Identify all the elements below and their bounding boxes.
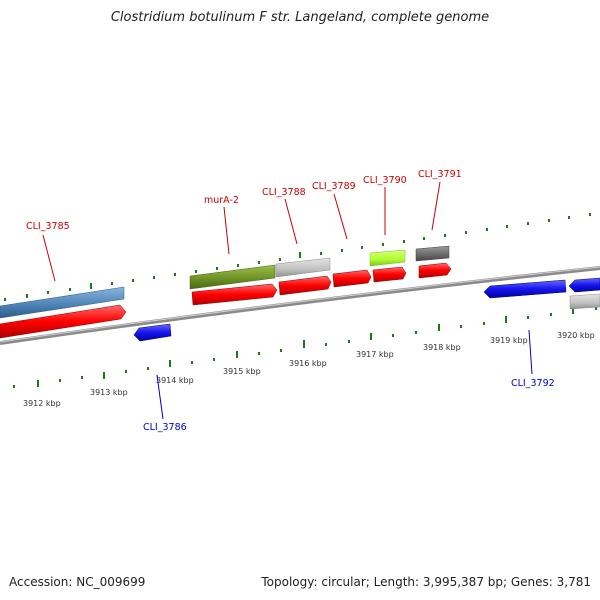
scale-label-3919: 3919 kbp bbox=[490, 336, 528, 345]
leader-cli-3788 bbox=[284, 198, 298, 245]
scale-label-3913: 3913 kbp bbox=[90, 388, 128, 397]
leader-cli-3791 bbox=[431, 181, 441, 231]
gene-label-cli-3785: CLI_3785 bbox=[26, 221, 70, 232]
gene-label-cli-3792: CLI_3792 bbox=[511, 378, 555, 389]
leader-cli-3792 bbox=[528, 329, 533, 375]
scale-label-3912: 3912 kbp bbox=[23, 399, 61, 408]
feature-bar-right bbox=[569, 293, 600, 310]
leader-cli-3789 bbox=[333, 193, 348, 240]
gene-mura-2 bbox=[191, 283, 278, 306]
gene-cli-3789 bbox=[332, 269, 372, 288]
lower-tick-row bbox=[13, 307, 597, 388]
upper-tick-row bbox=[4, 213, 591, 301]
accession-text: Accession: NC_009699 bbox=[9, 575, 146, 589]
gene-label-cli-3791: CLI_3791 bbox=[418, 169, 462, 180]
genome-backbone bbox=[0, 266, 600, 345]
gene-cli-3790 bbox=[372, 266, 407, 283]
gene-label-cli-3789: CLI_3789 bbox=[312, 181, 356, 192]
scale-label-3916: 3916 kbp bbox=[289, 359, 327, 368]
feature-bar-cli-3790 bbox=[369, 249, 406, 267]
gene-cli-3788 bbox=[278, 275, 332, 296]
feature-bar-cli-3791 bbox=[415, 245, 450, 262]
gene-cli-3786 bbox=[133, 323, 172, 342]
gene-label-cli-3790: CLI_3790 bbox=[363, 175, 407, 186]
gene-label-mura-2: murA-2 bbox=[204, 195, 239, 206]
gene-next-reverse bbox=[568, 277, 600, 293]
scale-label-3918: 3918 kbp bbox=[423, 343, 461, 352]
leader-mura-2 bbox=[223, 206, 230, 255]
gene-cli-3785 bbox=[0, 304, 127, 339]
gene-cli-3791 bbox=[418, 262, 452, 279]
feature-bar-cli-3788 bbox=[275, 257, 331, 278]
feature-bar-mura-2 bbox=[189, 264, 276, 290]
gene-label-cli-3788: CLI_3788 bbox=[262, 187, 306, 198]
scale-label-3917: 3917 kbp bbox=[356, 350, 394, 359]
scale-label-3915: 3915 kbp bbox=[223, 367, 261, 376]
genome-stats-text: Topology: circular; Length: 3,995,387 bp… bbox=[261, 575, 591, 589]
feature-bar-cli-3785 bbox=[0, 286, 125, 319]
gene-label-cli-3786: CLI_3786 bbox=[143, 422, 187, 433]
gene-cli-3792 bbox=[483, 279, 567, 299]
map-title: Clostridium botulinum F str. Langeland, … bbox=[110, 10, 490, 25]
leader-cli-3785 bbox=[42, 234, 56, 282]
leader-cli-3786 bbox=[156, 374, 164, 420]
scale-label-3914: 3914 kbp bbox=[156, 376, 194, 385]
scale-label-3920: 3920 kbp bbox=[557, 331, 595, 340]
